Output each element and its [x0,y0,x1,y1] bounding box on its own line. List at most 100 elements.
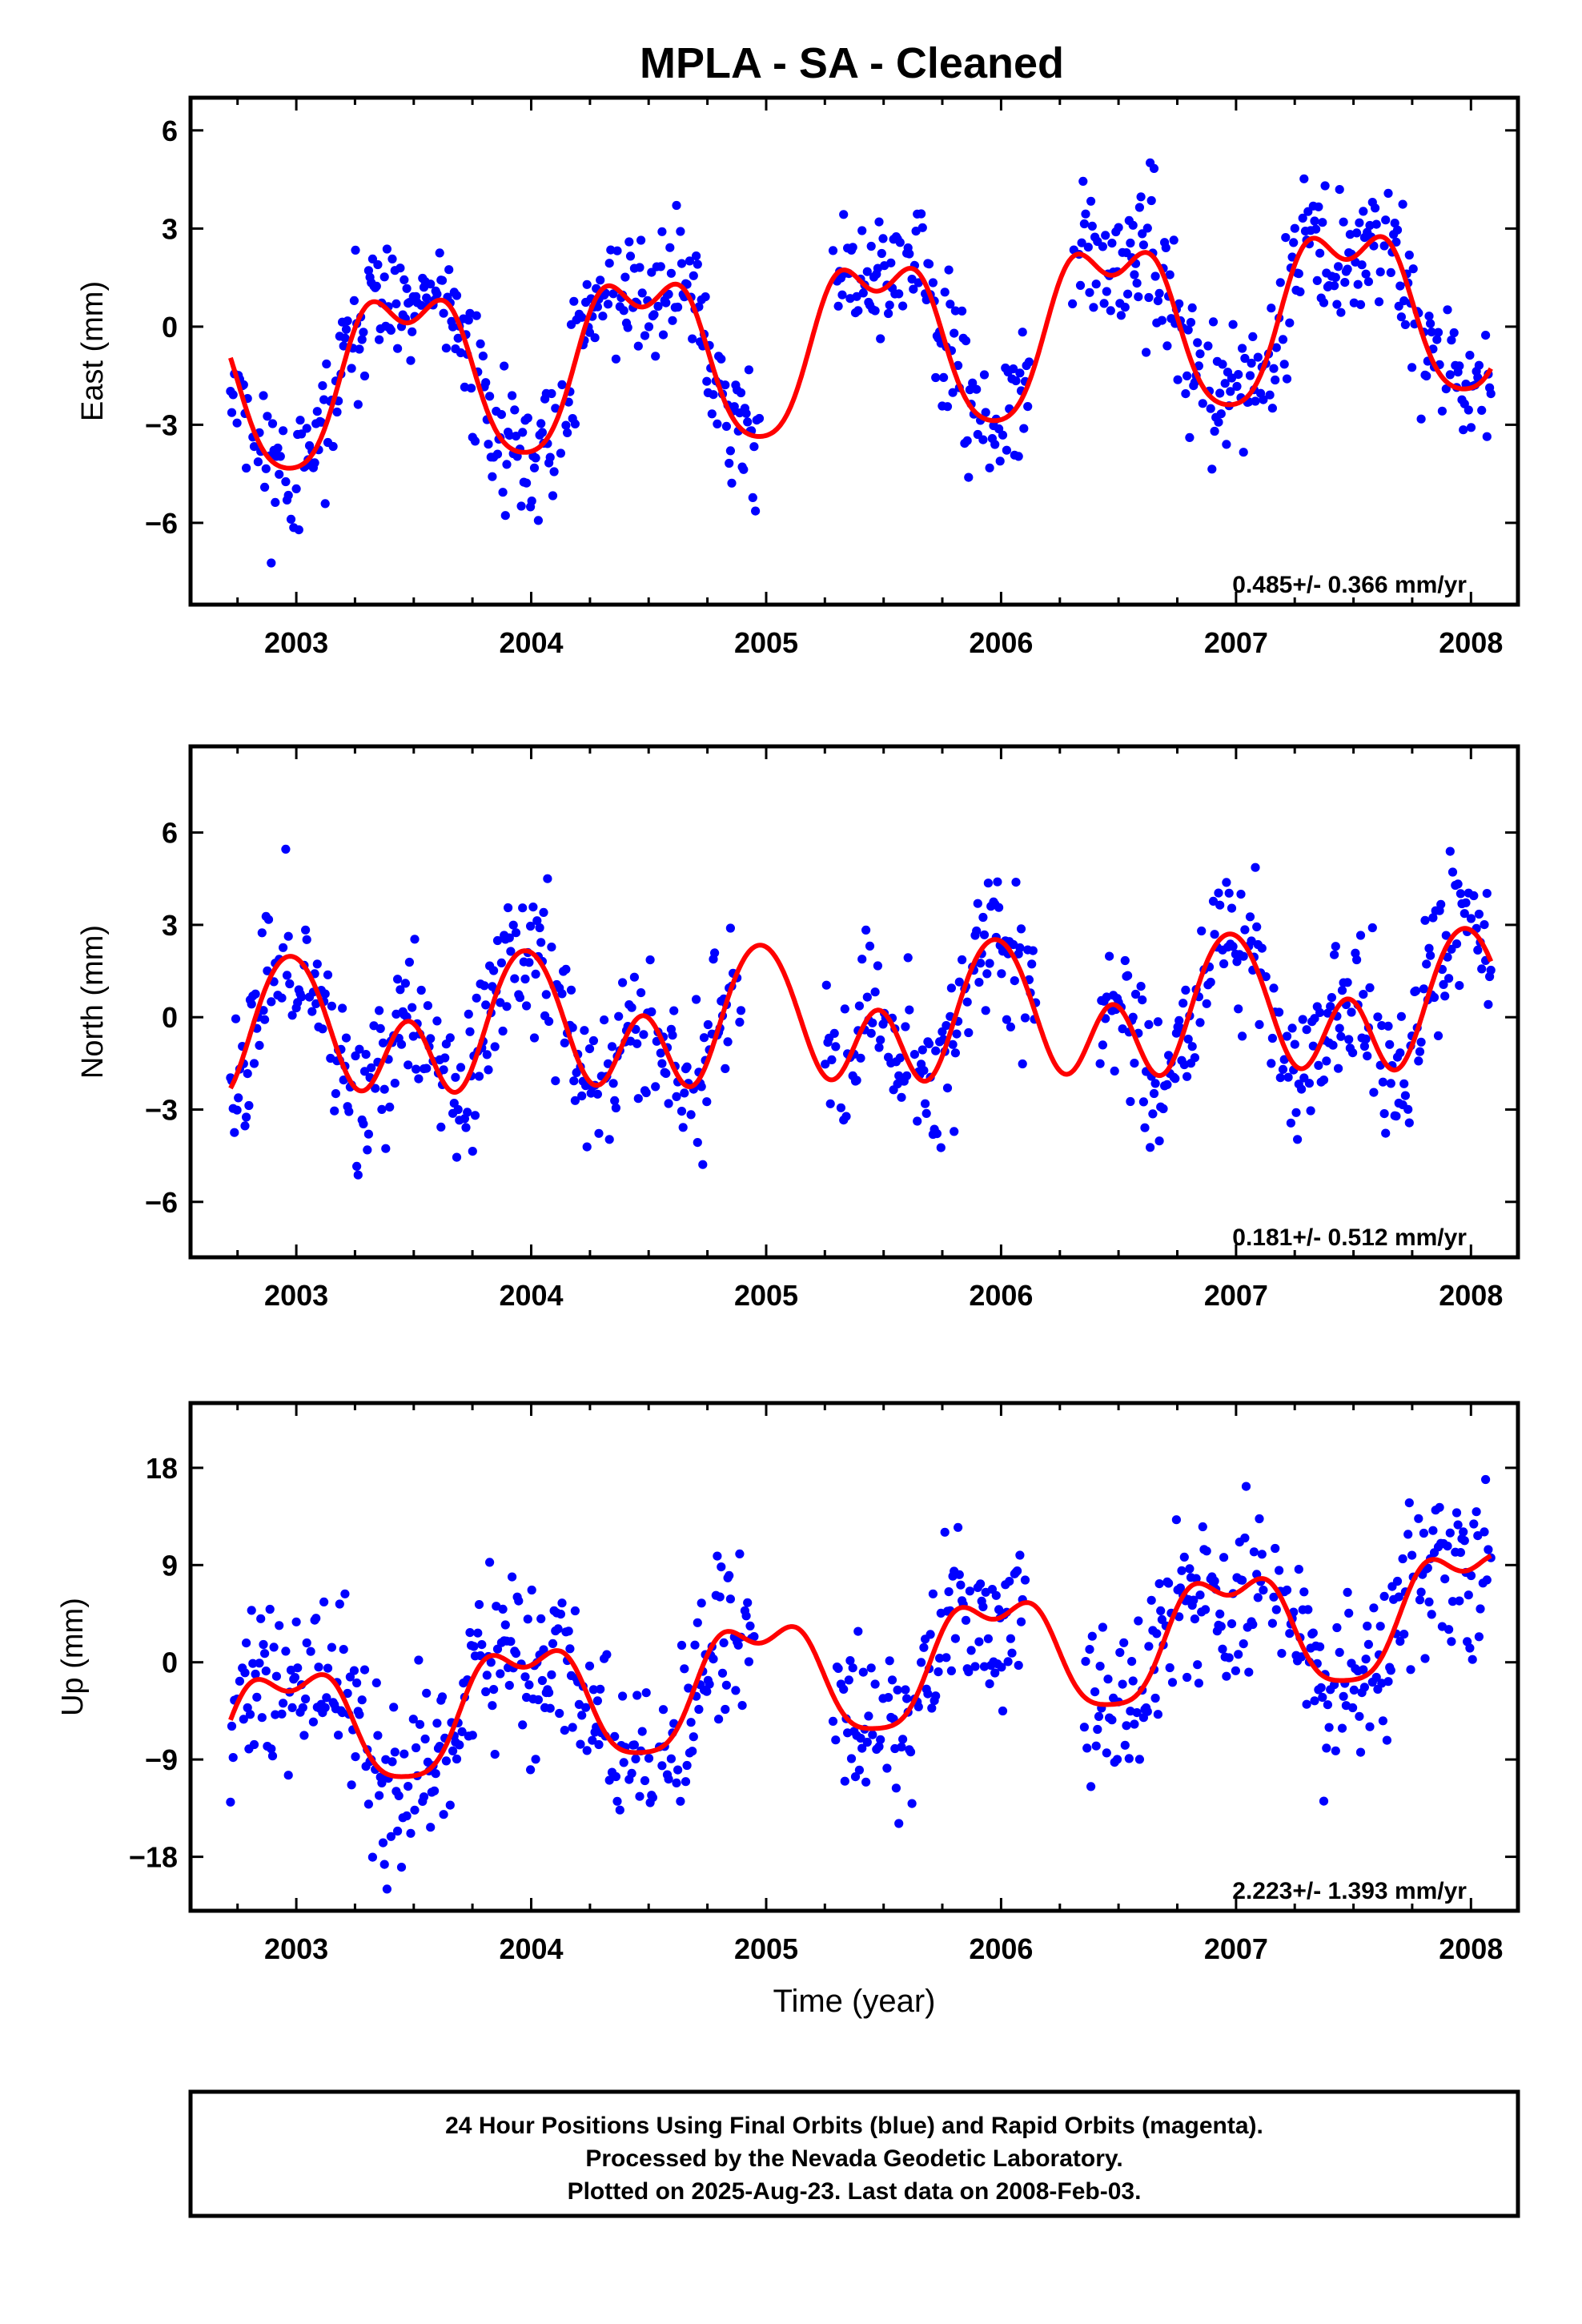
data-point [1327,993,1336,1003]
data-point [261,464,271,473]
data-point [625,251,636,261]
data-point [448,1746,458,1755]
data-point [1295,287,1305,296]
figure-title: MPLA - SA - Cleaned [640,39,1064,87]
data-point [297,429,307,439]
data-point [677,259,687,268]
data-point [448,322,458,332]
data-point [854,1765,864,1775]
data-point [318,381,327,391]
data-point [1477,405,1487,415]
data-point [465,1027,475,1036]
data-point [1343,264,1352,274]
data-point [1359,207,1368,216]
data-point [1369,1603,1379,1613]
data-point [290,1673,299,1683]
data-point [961,1615,971,1625]
data-point [1395,1048,1405,1058]
data-point [1334,262,1343,271]
data-point [844,1675,853,1685]
data-point [1227,373,1237,383]
data-point [604,1775,614,1785]
data-point [866,1663,876,1673]
data-point [1291,1108,1301,1117]
data-point [1447,1637,1456,1647]
data-point [1392,225,1403,235]
data-point [1162,1080,1172,1089]
data-point [531,453,540,463]
x-tick-label: 2005 [734,626,798,659]
data-point [347,1780,356,1790]
data-point [948,388,958,397]
data-point [702,1097,712,1107]
data-point [1150,271,1160,281]
data-point [848,1663,857,1673]
data-point [1374,297,1384,307]
data-point [1426,319,1435,328]
data-point [1477,964,1487,974]
data-point [612,1796,622,1806]
data-point [719,1638,729,1647]
data-point [256,1614,266,1623]
data-point [306,1647,315,1656]
data-point [897,1092,906,1102]
data-point [1102,1748,1111,1758]
data-point [1269,364,1279,373]
data-point [1318,218,1327,227]
data-point [743,417,753,427]
data-point [1142,348,1151,357]
y-tick-label: 0 [162,1647,178,1679]
data-point [693,1138,702,1148]
data-point [404,957,414,967]
data-point [1085,1645,1094,1655]
data-point [1195,1590,1205,1600]
data-point [978,1602,988,1611]
data-point [618,978,628,987]
data-point [569,1076,579,1086]
data-point [452,291,462,300]
y-tick-label: 3 [162,909,178,942]
data-point [537,428,548,437]
data-point [876,334,885,344]
data-point [1257,943,1267,953]
data-point [911,227,921,236]
data-point [611,354,621,364]
data-point [633,1094,643,1104]
data-point [492,935,503,946]
data-point [1216,1622,1226,1631]
data-point [1253,352,1263,362]
data-point [1116,311,1126,320]
data-point [725,458,734,468]
data-point [1090,1687,1100,1697]
data-point [1460,909,1469,919]
data-point [1028,946,1038,955]
data-point [518,903,528,913]
data-point [1259,1586,1268,1595]
data-point [950,1634,960,1643]
data-point [490,1042,500,1051]
data-point [1165,270,1174,279]
data-point [857,955,867,964]
data-point [686,1718,696,1727]
data-point [504,1680,514,1691]
data-point [870,987,880,997]
data-point [389,1703,399,1712]
data-point [1154,1579,1164,1589]
data-point [527,497,536,506]
data-point [510,974,520,983]
data-point [1353,279,1363,289]
data-point [611,1771,621,1782]
data-point [564,1626,573,1636]
data-point [1332,300,1342,309]
data-point [1236,890,1246,899]
data-point [1169,235,1178,245]
data-point [964,1667,974,1677]
data-point [422,293,432,303]
data-point [1472,1507,1481,1517]
data-point [633,341,643,351]
data-point [1433,328,1443,337]
y-tick-label: 3 [162,212,178,245]
data-point [1142,1707,1152,1716]
data-point [518,1720,528,1730]
data-point [1319,1796,1329,1806]
